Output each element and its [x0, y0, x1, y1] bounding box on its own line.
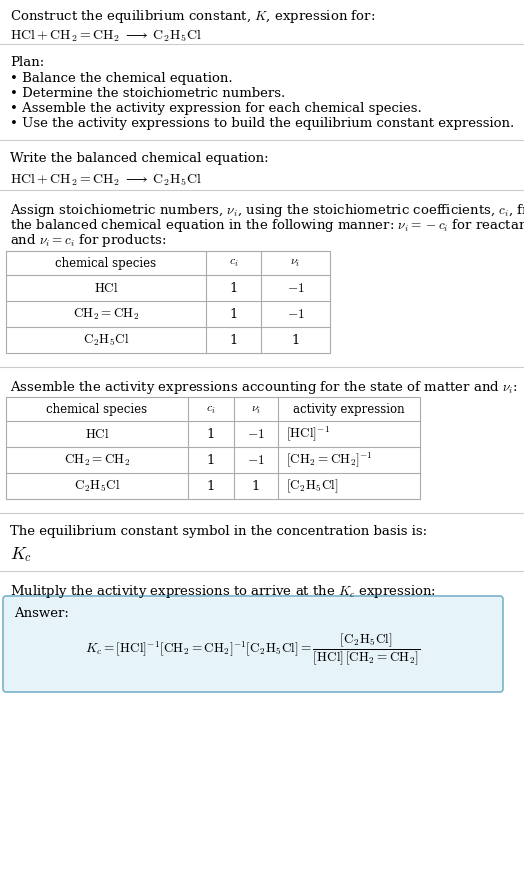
FancyBboxPatch shape — [3, 596, 503, 692]
Text: 1: 1 — [207, 480, 215, 493]
Text: • Assemble the activity expression for each chemical species.: • Assemble the activity expression for e… — [10, 102, 422, 115]
Text: • Use the activity expressions to build the equilibrium constant expression.: • Use the activity expressions to build … — [10, 117, 514, 130]
Text: $\mathrm{CH_2{=}CH_2}$: $\mathrm{CH_2{=}CH_2}$ — [64, 453, 130, 468]
Text: $-1$: $-1$ — [247, 428, 265, 440]
Text: Assign stoichiometric numbers, $\nu_i$, using the stoichiometric coefficients, $: Assign stoichiometric numbers, $\nu_i$, … — [10, 202, 524, 219]
Text: $K_c = [\mathrm{HCl}]^{-1}[\mathrm{CH_2{=}CH_2}]^{-1}[\mathrm{C_2H_5Cl}] = \dfra: $K_c = [\mathrm{HCl}]^{-1}[\mathrm{CH_2{… — [85, 631, 421, 667]
Text: $[\mathrm{C_2H_5Cl}]$: $[\mathrm{C_2H_5Cl}]$ — [286, 477, 339, 495]
Text: $c_i$: $c_i$ — [229, 256, 238, 270]
Text: 1: 1 — [207, 454, 215, 466]
Text: chemical species: chemical species — [47, 403, 148, 415]
Text: 1: 1 — [230, 281, 238, 295]
Text: $\mathrm{CH_2{=}CH_2}$: $\mathrm{CH_2{=}CH_2}$ — [73, 306, 139, 321]
Text: $\mathrm{HCl}$: $\mathrm{HCl}$ — [94, 281, 118, 295]
Text: The equilibrium constant symbol in the concentration basis is:: The equilibrium constant symbol in the c… — [10, 525, 427, 538]
Text: Answer:: Answer: — [14, 607, 69, 620]
Text: 1: 1 — [291, 333, 300, 346]
Text: Plan:: Plan: — [10, 56, 44, 69]
Text: $\mathrm{HCl + CH_2{=}CH_2 \;\longrightarrow\; C_2H_5Cl}$: $\mathrm{HCl + CH_2{=}CH_2 \;\longrighta… — [10, 28, 202, 45]
Text: $\nu_i$: $\nu_i$ — [251, 403, 261, 415]
Text: 1: 1 — [230, 307, 238, 321]
Text: 1: 1 — [230, 333, 238, 346]
Text: $-1$: $-1$ — [287, 307, 304, 321]
Text: $K_c$: $K_c$ — [10, 545, 32, 564]
Text: $\mathrm{HCl}$: $\mathrm{HCl}$ — [85, 427, 110, 441]
Text: chemical species: chemical species — [56, 256, 157, 270]
Text: $\nu_i$: $\nu_i$ — [290, 256, 301, 270]
Text: $\mathrm{C_2H_5Cl}$: $\mathrm{C_2H_5Cl}$ — [74, 478, 120, 494]
Text: 1: 1 — [252, 480, 260, 493]
Text: $\mathrm{C_2H_5Cl}$: $\mathrm{C_2H_5Cl}$ — [83, 332, 129, 348]
Text: 1: 1 — [207, 428, 215, 440]
Text: $-1$: $-1$ — [287, 281, 304, 295]
Text: $c_i$: $c_i$ — [206, 403, 216, 415]
Text: $-1$: $-1$ — [247, 454, 265, 466]
Bar — [6, 251, 330, 353]
Text: • Determine the stoichiometric numbers.: • Determine the stoichiometric numbers. — [10, 87, 285, 100]
Text: the balanced chemical equation in the following manner: $\nu_i = -c_i$ for react: the balanced chemical equation in the fo… — [10, 217, 524, 234]
Bar — [6, 397, 420, 499]
Text: $[\mathrm{CH_2{=}CH_2}]^{-1}$: $[\mathrm{CH_2{=}CH_2}]^{-1}$ — [286, 451, 373, 470]
Text: $\mathrm{HCl + CH_2{=}CH_2 \;\longrightarrow\; C_2H_5Cl}$: $\mathrm{HCl + CH_2{=}CH_2 \;\longrighta… — [10, 172, 202, 188]
Text: activity expression: activity expression — [293, 403, 405, 415]
Text: Assemble the activity expressions accounting for the state of matter and $\nu_i$: Assemble the activity expressions accoun… — [10, 379, 518, 396]
Text: Mulitply the activity expressions to arrive at the $K_c$ expression:: Mulitply the activity expressions to arr… — [10, 583, 436, 600]
Text: • Balance the chemical equation.: • Balance the chemical equation. — [10, 72, 233, 85]
Text: Construct the equilibrium constant, $K$, expression for:: Construct the equilibrium constant, $K$,… — [10, 8, 375, 25]
Text: and $\nu_i = c_i$ for products:: and $\nu_i = c_i$ for products: — [10, 232, 167, 249]
Text: $[\mathrm{HCl}]^{-1}$: $[\mathrm{HCl}]^{-1}$ — [286, 424, 330, 444]
Text: Write the balanced chemical equation:: Write the balanced chemical equation: — [10, 152, 269, 165]
